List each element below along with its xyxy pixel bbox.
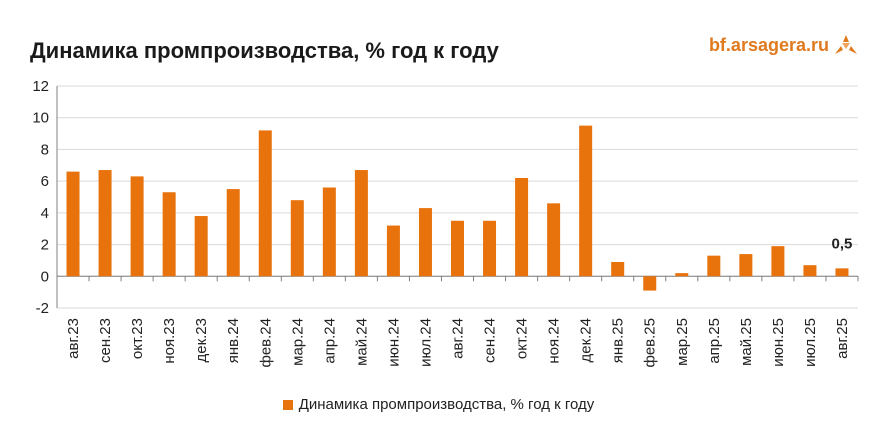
bar [803, 265, 817, 277]
legend-swatch [282, 399, 293, 410]
bar [386, 225, 400, 277]
x-tick-label: июл.25 [802, 318, 819, 367]
x-tick-label: мар.24 [289, 318, 306, 366]
bar [483, 220, 497, 277]
bar [707, 255, 721, 277]
bar [739, 254, 753, 277]
bar [835, 268, 849, 277]
x-tick-label: авг.24 [450, 318, 467, 359]
bar [98, 170, 112, 277]
bar [418, 208, 432, 277]
x-tick-label: окт.24 [514, 318, 531, 359]
bar [258, 130, 272, 277]
y-tick-label: -2 [36, 300, 49, 317]
bar [611, 262, 625, 277]
brand-logo[interactable]: bf.arsagera.ru [709, 34, 859, 56]
x-tick-label: ноя.24 [546, 318, 563, 364]
y-tick-label: 8 [41, 141, 49, 158]
x-tick-label: ноя.23 [161, 318, 178, 364]
x-tick-label: июн.25 [770, 318, 787, 367]
x-tick-label: сен.23 [97, 318, 114, 363]
bar [675, 273, 689, 277]
bar [771, 246, 785, 277]
bar [451, 220, 464, 277]
x-tick-label: сен.24 [482, 318, 499, 363]
x-tick-label: июл.24 [417, 318, 434, 367]
bar [66, 171, 80, 277]
y-tick-label: 10 [32, 110, 49, 127]
bar [130, 176, 144, 277]
legend: Динамика промпроизводства, % год к году [0, 396, 877, 413]
bar [354, 170, 368, 277]
bar [194, 216, 208, 277]
y-tick-label: 2 [41, 237, 49, 254]
x-tick-label: дек.24 [578, 318, 595, 363]
bar [162, 192, 176, 277]
brand-text: bf.arsagera.ru [708, 34, 829, 55]
y-tick-label: 6 [41, 173, 49, 190]
x-tick-label: окт.23 [129, 318, 146, 359]
data-label: 0,5 [832, 235, 853, 252]
y-tick-label: 12 [32, 78, 49, 95]
bar [579, 125, 593, 277]
chart-title: Динамика промпроизводства, % год к году [30, 38, 499, 63]
legend-label: Динамика промпроизводства, % год к году [298, 396, 595, 413]
bar [290, 200, 304, 277]
bar [643, 276, 657, 291]
x-tick-label: май.25 [738, 318, 755, 366]
bar [547, 203, 561, 277]
x-tick-label: апр.24 [321, 318, 338, 364]
x-tick-label: мар.25 [674, 318, 691, 366]
y-tick-label: 0 [41, 268, 49, 285]
x-tick-label: июн.24 [385, 318, 402, 367]
x-tick-label: авг.25 [834, 318, 851, 359]
y-tick-label: 4 [41, 205, 49, 222]
x-tick-label: фев.25 [642, 318, 659, 368]
x-tick-label: фев.24 [257, 318, 274, 368]
bar [226, 189, 240, 277]
x-tick-label: май.24 [353, 318, 370, 366]
bar [515, 177, 529, 277]
bar [322, 187, 336, 277]
x-tick-label: янв.24 [225, 318, 242, 363]
x-tick-label: авг.23 [65, 318, 82, 359]
arsagera-logo-icon [835, 35, 857, 54]
x-tick-label: апр.25 [706, 318, 723, 364]
x-tick-label: янв.25 [610, 318, 627, 363]
x-tick-label: дек.23 [193, 318, 210, 363]
